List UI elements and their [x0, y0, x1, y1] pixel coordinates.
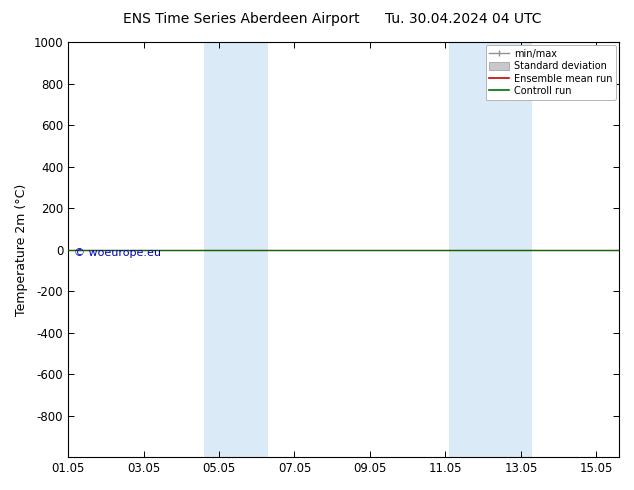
Text: © woeurope.eu: © woeurope.eu	[74, 247, 160, 258]
Bar	[449, 42, 532, 457]
Y-axis label: Temperature 2m (°C): Temperature 2m (°C)	[15, 183, 28, 316]
Text: Tu. 30.04.2024 04 UTC: Tu. 30.04.2024 04 UTC	[385, 12, 541, 26]
Legend: min/max, Standard deviation, Ensemble mean run, Controll run: min/max, Standard deviation, Ensemble me…	[486, 45, 616, 100]
Bar	[204, 42, 268, 457]
Text: ENS Time Series Aberdeen Airport: ENS Time Series Aberdeen Airport	[122, 12, 359, 26]
